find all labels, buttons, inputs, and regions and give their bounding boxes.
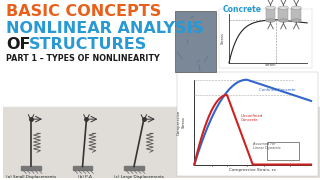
Text: NONLINEAR ANALYSIS: NONLINEAR ANALYSIS (6, 21, 204, 35)
Text: (a) Small Displacements: (a) Small Displacements (6, 175, 56, 179)
Text: Strain: Strain (265, 63, 276, 67)
Bar (278, 8, 288, 21)
Ellipse shape (278, 19, 288, 22)
Bar (4, 107, 320, 178)
Text: STRUCTURES: STRUCTURES (29, 37, 147, 52)
Bar (266, 8, 276, 21)
Text: Unconfined
Concrete: Unconfined Concrete (241, 114, 263, 122)
Text: Compressive Strain, εc: Compressive Strain, εc (229, 168, 276, 172)
Bar (267, 142, 300, 160)
Ellipse shape (291, 19, 301, 22)
Text: OF: OF (6, 37, 31, 52)
Ellipse shape (278, 6, 288, 9)
Bar (219, 9, 312, 68)
Bar (21, 166, 41, 170)
Text: Confined Concrete: Confined Concrete (259, 88, 295, 92)
Text: (c) Large Displacements: (c) Large Displacements (114, 175, 164, 179)
Text: Concrete: Concrete (223, 5, 262, 14)
Text: (b) P-Δ: (b) P-Δ (77, 175, 92, 179)
Bar (73, 166, 92, 170)
Bar (174, 11, 216, 72)
Bar (177, 72, 318, 176)
Text: Assumed for
Linear Dynamic: Assumed for Linear Dynamic (253, 141, 281, 150)
Ellipse shape (266, 6, 276, 9)
Bar (124, 166, 144, 170)
Text: BASIC CONCEPTS: BASIC CONCEPTS (6, 4, 162, 19)
Text: PART 1 – TYPES OF NONLINEARITY: PART 1 – TYPES OF NONLINEARITY (6, 54, 160, 63)
Text: Stress: Stress (221, 32, 225, 44)
Text: Compressive
Stress: Compressive Stress (177, 109, 186, 135)
Bar (291, 8, 301, 21)
Ellipse shape (291, 6, 301, 9)
Ellipse shape (266, 19, 276, 22)
